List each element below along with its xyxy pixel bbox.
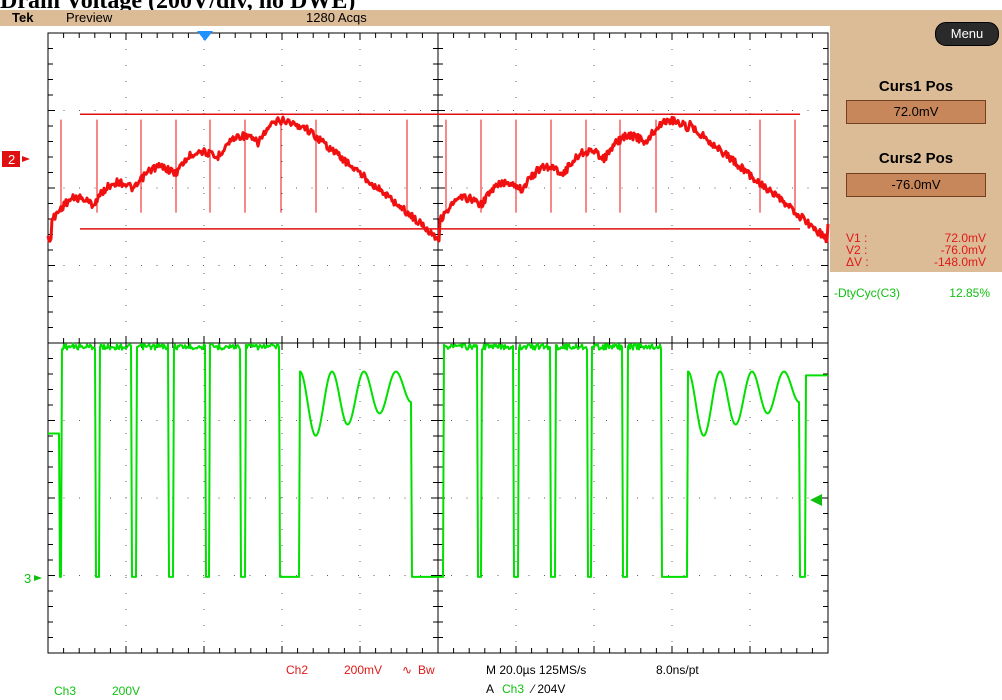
duty-cycle-measurement: -DtyCyc(C3) 12.85% bbox=[834, 286, 990, 300]
ch2-marker-label: 2 bbox=[8, 152, 15, 167]
trigger-prefix: A bbox=[486, 682, 495, 696]
curs2-pos-value[interactable]: -76.0mV bbox=[846, 173, 986, 197]
readout-v1: V1 :72.0mV bbox=[846, 231, 986, 245]
ch2-marker bbox=[2, 151, 20, 167]
ch2-status: Ch2 bbox=[286, 663, 309, 677]
ch3-status: Ch3 bbox=[54, 684, 77, 698]
trigger-level: ⁄ 204V bbox=[532, 682, 566, 696]
ch3-trace bbox=[48, 342, 828, 578]
readout-delta-v: ΔV : -148.0mV bbox=[846, 255, 986, 269]
brand-label: Tek bbox=[12, 10, 34, 25]
trigger-position-marker bbox=[197, 31, 213, 41]
trigger-source: Ch3 bbox=[502, 682, 525, 696]
acquisition-mode: Preview bbox=[66, 10, 113, 25]
menu-button[interactable]: Menu bbox=[935, 22, 999, 46]
curs2-pos-label: Curs2 Pos bbox=[878, 150, 954, 167]
ch2-coupling-icon: ∿ bbox=[402, 663, 413, 677]
ch3-marker-label: 3 bbox=[24, 571, 31, 586]
curs1-pos-label: Curs1 Pos bbox=[878, 78, 954, 95]
timebase: M 20.0µs 125MS/s bbox=[486, 663, 587, 677]
readout-v2: V2 : -76.0mV bbox=[846, 243, 986, 257]
ch2-trace bbox=[46, 115, 830, 244]
acquisition-count: 1280 Acqs bbox=[306, 10, 367, 25]
duty-cycle-value: 12.85% bbox=[949, 286, 990, 300]
ch2-spikes bbox=[60, 119, 796, 213]
ch3-scale: 200V bbox=[112, 684, 141, 698]
scope-top-bar: Tek Preview 1280 Acqs bbox=[0, 10, 1002, 26]
duty-cycle-label: -DtyCyc(C3) bbox=[834, 286, 900, 300]
bandwidth-limit: Bw bbox=[418, 663, 435, 677]
ch3-marker-arrow bbox=[34, 575, 42, 581]
trigger-level-marker bbox=[810, 494, 822, 506]
ch2-marker-arrow bbox=[22, 156, 30, 162]
curs1-pos-value[interactable]: 72.0mV bbox=[846, 100, 986, 124]
cursor-readouts: V1 :72.0mV V2 : -76.0mV ΔV : -148.0mV bbox=[836, 232, 986, 268]
scope-graticule bbox=[47, 32, 829, 654]
resolution: 8.0ns/pt bbox=[656, 663, 699, 677]
cursor-side-panel bbox=[830, 26, 1002, 272]
ch2-scale: 200mV bbox=[344, 663, 383, 677]
